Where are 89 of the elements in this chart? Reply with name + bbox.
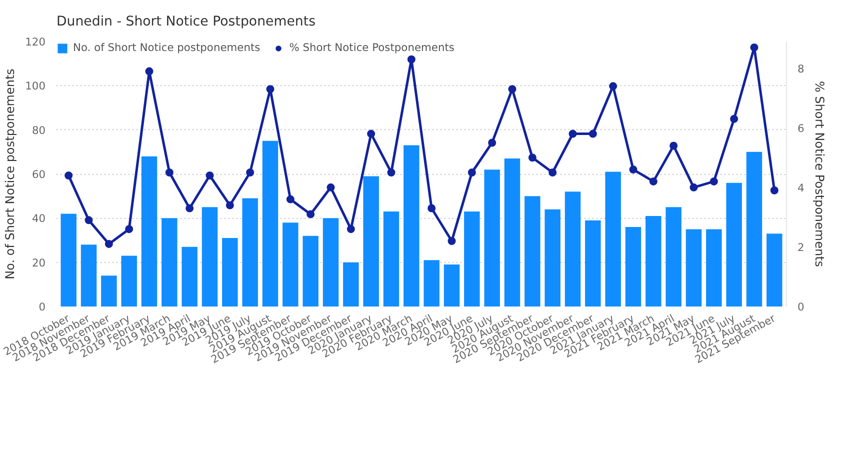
bar	[222, 238, 238, 306]
bar	[585, 220, 601, 306]
bar	[242, 198, 258, 306]
legend-label: No. of Short Notice postponements	[73, 41, 260, 54]
point	[326, 183, 335, 192]
point	[165, 168, 174, 177]
bar	[706, 229, 722, 306]
y2-tick-label: 6	[798, 122, 804, 135]
point	[64, 171, 73, 180]
point	[730, 114, 738, 123]
bar	[444, 264, 460, 306]
y-tick-label: 100	[25, 80, 46, 93]
point	[346, 225, 355, 234]
bar	[666, 207, 682, 306]
point	[670, 142, 678, 150]
bar	[162, 218, 178, 306]
y2-tick-label: 4	[798, 181, 804, 194]
point	[306, 210, 315, 218]
point	[609, 82, 618, 90]
point	[125, 225, 134, 234]
bar	[544, 209, 560, 306]
bar	[625, 227, 642, 306]
chart-title: Dunedin - Short Notice Postponements	[56, 14, 316, 30]
y-tick-label: 40	[32, 212, 46, 226]
point	[468, 168, 476, 177]
point	[407, 55, 416, 64]
bar	[343, 262, 359, 306]
bar	[605, 172, 621, 306]
bar	[322, 218, 339, 306]
bar	[182, 246, 198, 306]
point	[266, 85, 274, 94]
bar	[262, 140, 278, 306]
bar	[404, 145, 420, 306]
legend-label: % Short Notice Postponements	[289, 41, 454, 54]
bar	[424, 260, 440, 306]
point	[488, 138, 496, 147]
bar	[646, 216, 662, 306]
point	[448, 237, 456, 245]
bar	[484, 170, 500, 306]
bar	[363, 176, 379, 306]
bar	[60, 214, 76, 306]
bar	[504, 158, 520, 306]
point	[246, 168, 254, 177]
point	[690, 183, 698, 192]
bar	[524, 196, 540, 306]
point	[206, 171, 214, 180]
bar	[746, 152, 762, 306]
bar	[302, 236, 318, 306]
bar	[101, 276, 117, 306]
point	[750, 43, 758, 52]
bar	[121, 256, 137, 306]
point	[84, 216, 93, 224]
bar	[726, 182, 742, 306]
y2-tick-label: 2	[798, 240, 804, 254]
bar	[464, 212, 480, 306]
point	[145, 67, 154, 76]
bar	[564, 192, 581, 306]
point	[508, 85, 516, 94]
point	[548, 168, 557, 177]
point	[226, 201, 234, 210]
bar	[686, 229, 702, 306]
bar	[202, 207, 218, 306]
y2-tick-label: 8	[798, 62, 804, 76]
y-tick-label: 20	[32, 256, 46, 270]
point	[528, 154, 536, 162]
y-tick-label: 0	[38, 300, 46, 314]
bar	[282, 222, 298, 306]
y2-axis-title: % Short Notice Postponements	[812, 80, 826, 268]
bar	[383, 212, 400, 306]
bar	[80, 244, 97, 306]
point	[186, 204, 194, 212]
bar	[766, 234, 782, 306]
point	[649, 177, 658, 186]
point	[629, 166, 638, 174]
y-tick-label: 60	[32, 168, 46, 181]
point	[286, 195, 294, 204]
point	[104, 240, 113, 248]
point	[710, 177, 718, 186]
bar	[141, 156, 158, 306]
y2-tick-label: 0	[798, 300, 804, 314]
point	[428, 204, 436, 212]
point	[387, 168, 396, 177]
y-axis-title: No. of Short Notice postponements	[3, 68, 18, 280]
y-tick-label: 120	[25, 36, 46, 48]
y-tick-label: 80	[32, 124, 46, 137]
point	[770, 186, 778, 194]
point	[367, 130, 376, 138]
point	[588, 130, 597, 138]
point	[568, 130, 577, 138]
